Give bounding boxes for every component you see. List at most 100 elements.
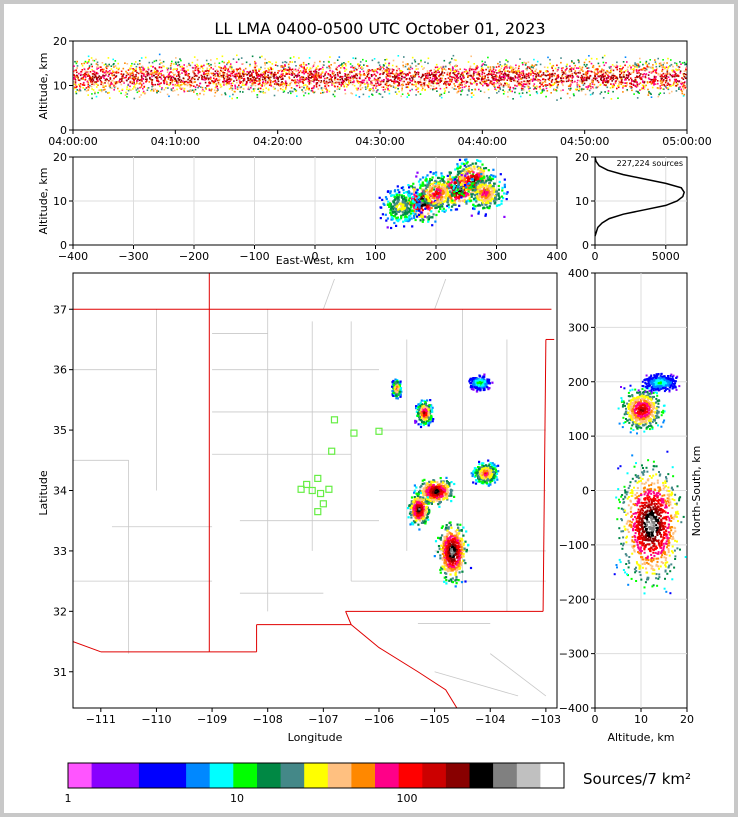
- source-point: [382, 86, 385, 88]
- source-point: [472, 179, 475, 182]
- source-point: [446, 182, 449, 185]
- source-point: [217, 89, 219, 91]
- source-point: [162, 75, 165, 77]
- source-point: [449, 72, 451, 75]
- source-point: [458, 172, 462, 175]
- source-point: [592, 80, 594, 82]
- source-point: [529, 87, 531, 89]
- source-point: [499, 82, 501, 84]
- source-point: [384, 59, 386, 61]
- source-point: [630, 86, 632, 88]
- source-point: [654, 80, 656, 82]
- source-point: [575, 67, 578, 69]
- source-point: [540, 81, 542, 84]
- source-point: [343, 80, 345, 82]
- source-point: [282, 85, 284, 88]
- source-point: [83, 81, 85, 84]
- source-point: [371, 93, 373, 96]
- source-point: [401, 83, 403, 86]
- source-point: [446, 178, 449, 181]
- source-point: [142, 87, 144, 90]
- source-point: [482, 84, 484, 87]
- source-point: [548, 77, 551, 79]
- source-point: [603, 64, 606, 67]
- source-point: [678, 66, 681, 68]
- source-point: [633, 93, 635, 95]
- source-point: [553, 88, 555, 91]
- source-point: [518, 84, 520, 86]
- source-point: [268, 61, 270, 63]
- source-point: [391, 68, 394, 71]
- source-point: [290, 87, 293, 89]
- source-point: [231, 70, 234, 73]
- source-point: [493, 79, 496, 82]
- source-point: [451, 57, 453, 60]
- source-point: [553, 81, 556, 84]
- source-point: [457, 83, 460, 86]
- source-point: [196, 75, 198, 77]
- source-point: [311, 66, 314, 69]
- source-point: [330, 64, 332, 66]
- source-point: [417, 68, 419, 70]
- source-point: [671, 69, 673, 72]
- source-point: [434, 66, 437, 69]
- source-point: [104, 82, 106, 84]
- source-point: [329, 75, 332, 77]
- source-point: [87, 71, 89, 73]
- source-point: [585, 78, 588, 80]
- source-point: [217, 74, 219, 76]
- source-point: [219, 73, 221, 75]
- source-point: [564, 75, 567, 78]
- source-point: [391, 76, 394, 78]
- source-point: [498, 76, 501, 78]
- source-point: [529, 74, 532, 76]
- source-point: [524, 83, 526, 86]
- source-point: [667, 82, 669, 85]
- source-point: [87, 61, 90, 63]
- source-point: [228, 88, 231, 90]
- source-point: [505, 66, 507, 68]
- source-point: [533, 58, 535, 61]
- source-point: [507, 60, 509, 63]
- source-point: [130, 72, 133, 75]
- source-point: [613, 65, 615, 68]
- source-point: [258, 75, 260, 78]
- source-point: [236, 86, 239, 88]
- source-point: [630, 78, 633, 81]
- source-point: [522, 83, 525, 85]
- source-point: [187, 78, 189, 81]
- source-point: [542, 88, 545, 90]
- source-point: [422, 74, 424, 77]
- source-point: [514, 91, 516, 94]
- source-point: [96, 64, 99, 66]
- source-point: [370, 88, 373, 90]
- source-point: [455, 64, 457, 66]
- source-point: [405, 83, 407, 86]
- source-point: [396, 80, 398, 83]
- source-point: [443, 87, 446, 90]
- source-point: [546, 70, 548, 72]
- source-point: [569, 89, 571, 91]
- source-point: [73, 78, 75, 80]
- source-point: [372, 74, 374, 76]
- source-point: [142, 82, 145, 85]
- source-point: [105, 74, 107, 76]
- source-point: [388, 72, 391, 75]
- source-point: [494, 69, 497, 71]
- source-point: [592, 66, 595, 69]
- source-point: [313, 61, 316, 64]
- source-point: [423, 67, 425, 69]
- source-point: [90, 80, 92, 82]
- source-point: [379, 93, 382, 96]
- source-point: [236, 54, 238, 57]
- source-point: [427, 86, 430, 89]
- source-point: [560, 77, 562, 79]
- source-point: [675, 78, 678, 81]
- source-point: [453, 182, 456, 185]
- source-point: [220, 85, 223, 88]
- source-point: [433, 68, 436, 71]
- source-point: [235, 68, 238, 70]
- source-point: [479, 75, 481, 77]
- source-point: [74, 86, 76, 89]
